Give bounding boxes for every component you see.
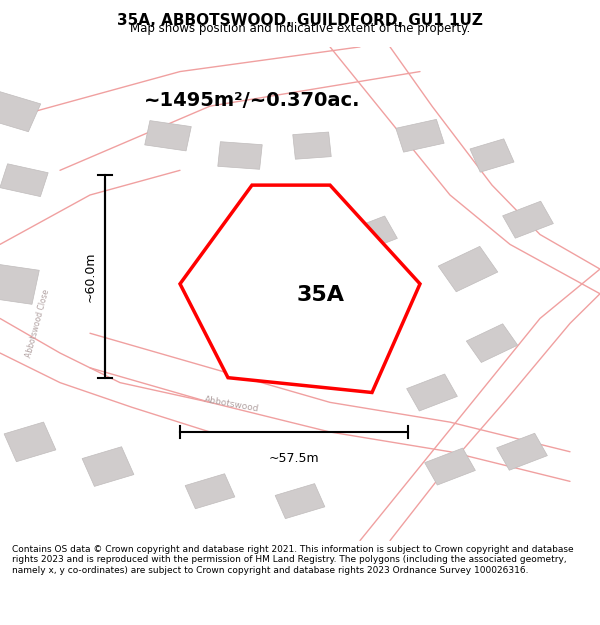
Polygon shape bbox=[145, 121, 191, 151]
Text: ~1495m²/~0.370ac.: ~1495m²/~0.370ac. bbox=[144, 91, 360, 110]
Polygon shape bbox=[185, 474, 235, 509]
Text: Contains OS data © Crown copyright and database right 2021. This information is : Contains OS data © Crown copyright and d… bbox=[12, 545, 574, 574]
Text: Abbotswood Close: Abbotswood Close bbox=[24, 288, 51, 359]
Polygon shape bbox=[275, 484, 325, 519]
Polygon shape bbox=[396, 119, 444, 152]
Polygon shape bbox=[497, 433, 547, 470]
Polygon shape bbox=[425, 448, 475, 485]
Polygon shape bbox=[466, 324, 518, 362]
Text: Abbotswood: Abbotswood bbox=[204, 396, 260, 414]
Polygon shape bbox=[438, 246, 498, 292]
Polygon shape bbox=[180, 185, 420, 392]
Text: Map shows position and indicative extent of the property.: Map shows position and indicative extent… bbox=[130, 22, 470, 35]
Text: 35A, ABBOTSWOOD, GUILDFORD, GU1 1UZ: 35A, ABBOTSWOOD, GUILDFORD, GU1 1UZ bbox=[117, 13, 483, 28]
Text: ~60.0m: ~60.0m bbox=[83, 251, 97, 302]
Polygon shape bbox=[82, 447, 134, 486]
Polygon shape bbox=[0, 164, 48, 197]
Polygon shape bbox=[503, 201, 553, 238]
Polygon shape bbox=[0, 263, 39, 304]
Polygon shape bbox=[293, 132, 331, 159]
Polygon shape bbox=[4, 422, 56, 462]
Polygon shape bbox=[304, 274, 356, 313]
Polygon shape bbox=[470, 139, 514, 172]
Text: 35A: 35A bbox=[297, 284, 345, 304]
Text: ~57.5m: ~57.5m bbox=[269, 452, 319, 465]
Polygon shape bbox=[347, 216, 397, 253]
Polygon shape bbox=[407, 374, 457, 411]
Polygon shape bbox=[0, 91, 41, 132]
Polygon shape bbox=[218, 142, 262, 169]
